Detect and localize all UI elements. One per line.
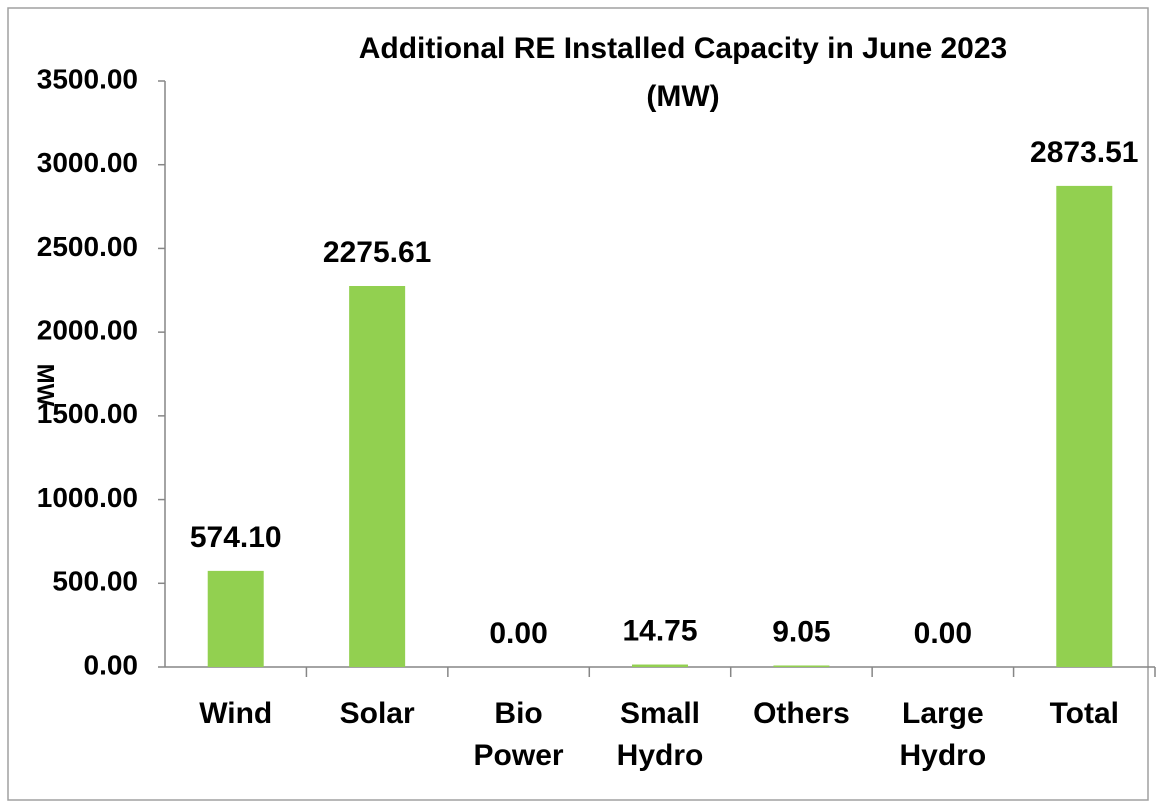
value-label: 14.75 [622, 614, 697, 647]
bar [773, 665, 830, 667]
bar [632, 664, 688, 667]
chart-title: (MW) [646, 80, 719, 113]
x-tick-label: Others [753, 697, 850, 730]
value-label: 2873.51 [1030, 136, 1138, 169]
value-label: 9.05 [772, 615, 830, 648]
x-tick-label: Wind [199, 697, 272, 730]
x-tick-label: Solar [340, 697, 415, 730]
y-tick-label: 0.00 [84, 649, 139, 680]
y-axis-label: MW [32, 364, 59, 407]
y-tick-label: 1000.00 [37, 482, 138, 513]
bar [349, 285, 406, 667]
x-tick-label: Total [1050, 697, 1119, 730]
value-label: 0.00 [489, 617, 547, 650]
chart-title: Additional RE Installed Capacity in June… [359, 32, 1008, 65]
value-label: 0.00 [914, 617, 972, 650]
y-tick-label: 3000.00 [37, 147, 138, 178]
y-tick-label: 3500.00 [37, 63, 138, 94]
y-tick-label: 2500.00 [37, 231, 138, 262]
value-label: 574.10 [190, 521, 282, 554]
x-tick-label: Small Hydro [617, 697, 704, 772]
y-tick-label: 500.00 [52, 566, 138, 597]
bar [207, 570, 264, 667]
x-tick-label: Bio Power [474, 697, 564, 772]
y-tick-label: 2000.00 [37, 315, 138, 346]
chart-border [7, 7, 1149, 801]
bar [1056, 185, 1113, 667]
y-tick-label: 1500.00 [37, 398, 138, 429]
x-tick-label: Large Hydro [900, 697, 987, 772]
value-label: 2275.61 [323, 236, 431, 269]
